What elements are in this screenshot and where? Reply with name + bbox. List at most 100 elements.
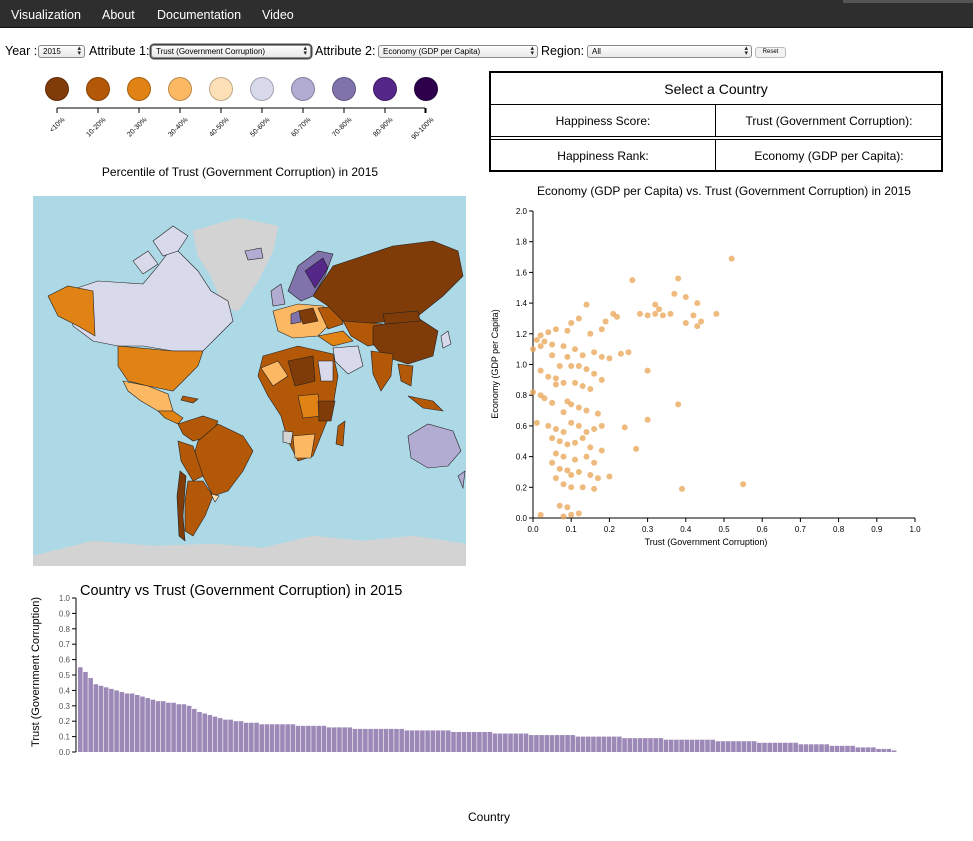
map-country[interactable] <box>177 440 204 482</box>
bar[interactable] <box>606 736 612 752</box>
scatter-point[interactable] <box>656 306 663 313</box>
bar[interactable] <box>839 745 845 752</box>
bar[interactable] <box>596 736 601 752</box>
bar[interactable] <box>98 685 104 752</box>
scatter-point[interactable] <box>541 338 548 345</box>
scatter-point[interactable] <box>533 419 540 426</box>
map-country[interactable] <box>317 400 336 422</box>
scatter-points[interactable] <box>530 255 747 520</box>
bar[interactable] <box>767 742 772 752</box>
scatter-point[interactable] <box>552 425 559 432</box>
scatter-point[interactable] <box>556 465 563 472</box>
scatter-point[interactable] <box>579 352 586 359</box>
bar[interactable] <box>668 739 674 752</box>
scatter-point[interactable] <box>552 326 559 333</box>
map-country[interactable] <box>184 480 214 537</box>
bar[interactable] <box>409 730 415 752</box>
scatter-point[interactable] <box>564 504 571 511</box>
bar[interactable] <box>782 742 788 752</box>
scatter-point[interactable] <box>560 513 567 520</box>
bar[interactable] <box>674 739 679 752</box>
bar[interactable] <box>378 728 384 752</box>
bar[interactable] <box>549 735 555 752</box>
scatter-point[interactable] <box>587 444 594 451</box>
bar[interactable] <box>212 716 218 752</box>
bar[interactable] <box>777 742 783 752</box>
scatter-point[interactable] <box>537 343 544 350</box>
scatter-point[interactable] <box>537 367 544 374</box>
map-country[interactable] <box>440 330 452 349</box>
scatter-point[interactable] <box>568 511 575 518</box>
bar[interactable] <box>876 748 881 752</box>
scatter-point[interactable] <box>564 353 571 360</box>
scatter-point[interactable] <box>583 366 590 373</box>
scatter-point[interactable] <box>572 439 579 446</box>
bar[interactable] <box>430 730 436 752</box>
map-country[interactable] <box>152 225 189 257</box>
scatter-point[interactable] <box>598 353 605 360</box>
bar[interactable] <box>383 728 389 752</box>
bar[interactable] <box>508 733 513 752</box>
bar[interactable] <box>580 736 586 752</box>
map-country[interactable] <box>244 247 264 261</box>
scatter-point[interactable] <box>633 445 640 452</box>
bar[interactable] <box>684 739 690 752</box>
bar[interactable] <box>736 741 741 752</box>
bar[interactable] <box>845 745 850 752</box>
scatter-point[interactable] <box>587 330 594 337</box>
bar[interactable] <box>88 678 93 752</box>
bar[interactable] <box>321 725 327 752</box>
scatter-point[interactable] <box>675 401 682 408</box>
bar[interactable] <box>793 742 798 752</box>
year-select[interactable]: 2015 ▴ ▾ <box>38 45 85 58</box>
scatter-point[interactable] <box>644 312 651 319</box>
scatter-point[interactable] <box>556 363 563 370</box>
scatter-point[interactable] <box>598 422 605 429</box>
bar[interactable] <box>342 727 347 752</box>
bar[interactable] <box>414 730 420 752</box>
bar[interactable] <box>347 727 353 752</box>
scatter-point[interactable] <box>629 277 636 284</box>
bar[interactable] <box>202 713 207 753</box>
bar[interactable] <box>274 724 280 752</box>
map-country[interactable] <box>335 420 346 447</box>
bar[interactable] <box>653 738 658 752</box>
scatter-point[interactable] <box>575 510 582 517</box>
scatter-point[interactable] <box>659 312 666 319</box>
scatter-point[interactable] <box>667 310 674 317</box>
scatter-point[interactable] <box>594 475 601 482</box>
bar[interactable] <box>306 725 311 752</box>
bar[interactable] <box>643 738 648 752</box>
map-country[interactable] <box>332 345 364 375</box>
map-country[interactable] <box>157 410 184 425</box>
scatter-point[interactable] <box>728 255 735 262</box>
bar[interactable] <box>394 728 399 752</box>
scatter-point[interactable] <box>556 502 563 509</box>
bar[interactable] <box>503 733 508 752</box>
bar[interactable] <box>710 739 715 752</box>
bar[interactable] <box>855 747 861 752</box>
world-map[interactable] <box>33 196 466 566</box>
scatter-point[interactable] <box>572 456 579 463</box>
bar[interactable] <box>482 731 487 752</box>
bar[interactable] <box>269 724 275 752</box>
scatter-point[interactable] <box>575 363 582 370</box>
scatter-point[interactable] <box>694 323 701 330</box>
bar[interactable] <box>223 719 228 752</box>
bar[interactable] <box>694 739 700 752</box>
bar[interactable] <box>238 721 244 752</box>
bar[interactable] <box>788 742 793 752</box>
bar[interactable] <box>492 733 498 752</box>
bar[interactable] <box>534 735 539 752</box>
bar[interactable] <box>363 728 368 752</box>
scatter-point[interactable] <box>652 310 659 317</box>
map-country[interactable] <box>292 433 316 459</box>
scatter-point[interactable] <box>591 425 598 432</box>
bar[interactable] <box>591 736 596 752</box>
scatter-point[interactable] <box>545 422 552 429</box>
scatter-point[interactable] <box>545 329 552 336</box>
scatter-point[interactable] <box>579 382 586 389</box>
scatter-point[interactable] <box>606 473 613 480</box>
bar[interactable] <box>513 733 519 752</box>
bar[interactable] <box>814 744 819 752</box>
